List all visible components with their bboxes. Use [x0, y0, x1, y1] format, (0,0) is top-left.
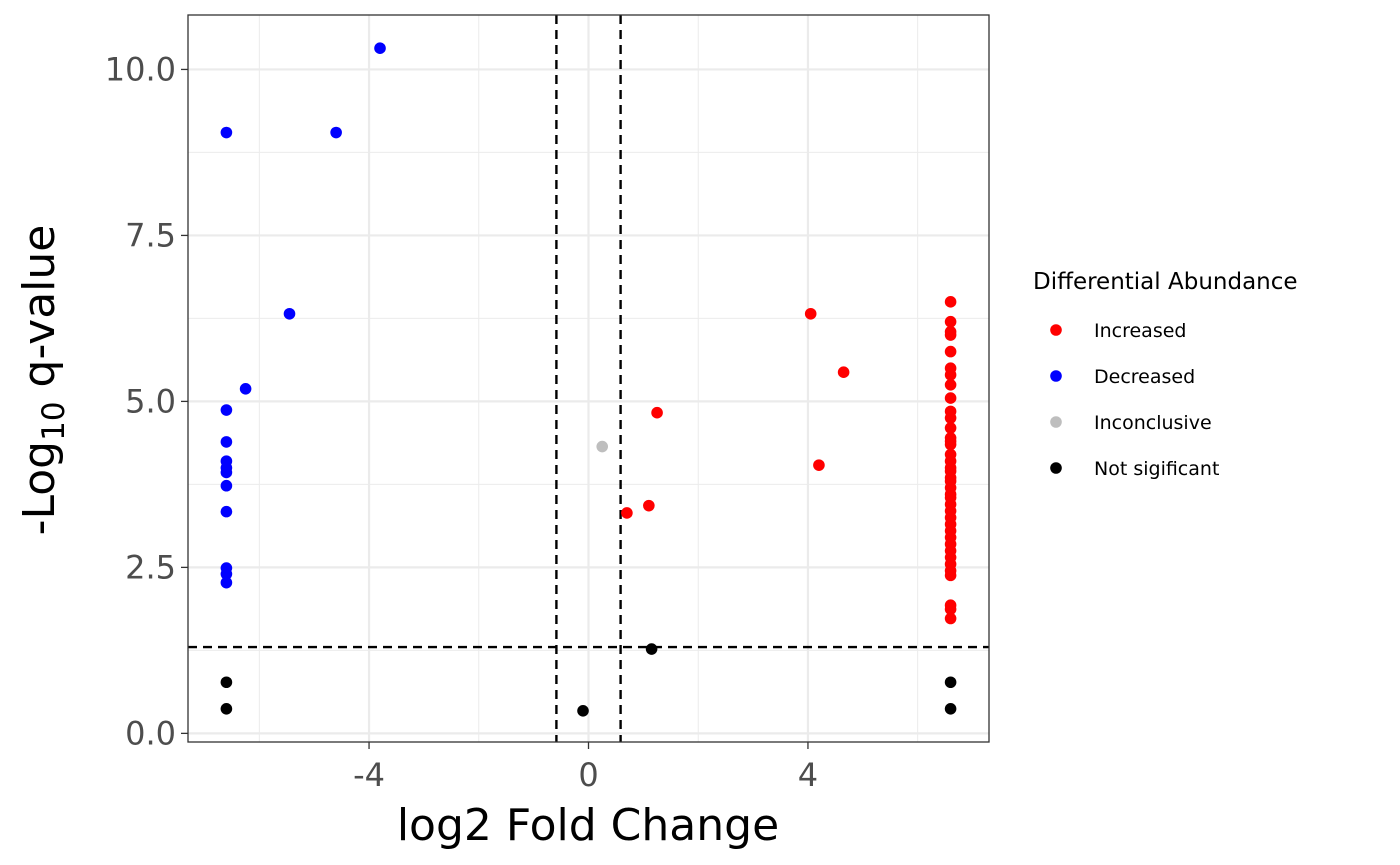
legend-title: Differential Abundance — [1033, 269, 1298, 295]
data-point — [596, 440, 609, 453]
y-axis: 0.0 2.5 5.0 7.5 10.0 — [105, 50, 188, 752]
data-point — [944, 369, 957, 381]
y-tick-label: 2.5 — [125, 548, 176, 586]
y-tick-label: 5.0 — [125, 382, 176, 420]
data-point — [837, 366, 850, 378]
data-point — [220, 436, 233, 448]
legend-label: Decreased — [1094, 366, 1195, 388]
x-axis-ticks: -4 0 4 — [353, 742, 818, 794]
x-tick-label: 0 — [578, 756, 598, 794]
y-axis-title-suffix: q-value — [14, 225, 65, 402]
data-point — [220, 126, 233, 139]
data-point — [283, 307, 296, 320]
data-point — [944, 392, 957, 404]
plot-panel — [187, 14, 990, 743]
legend-label: Increased — [1094, 320, 1186, 342]
y-tick-label: 10.0 — [105, 50, 176, 88]
y-axis-title-prefix: -Log — [14, 441, 65, 535]
legend-items: Increased Decreased Inconclusive Not sigifi… — [1050, 320, 1219, 480]
legend-key — [1050, 370, 1062, 382]
data-point — [577, 704, 589, 717]
data-point — [944, 345, 957, 358]
data-point — [374, 42, 386, 54]
data-point — [944, 569, 957, 582]
data-point — [944, 412, 957, 424]
data-point — [944, 329, 957, 341]
y-axis-ticks: 0.0 2.5 5.0 7.5 10.0 — [105, 50, 188, 752]
y-axis-title: -Log10 q-value — [14, 225, 72, 536]
data-point — [239, 382, 252, 395]
data-point — [621, 507, 633, 519]
data-point — [220, 479, 233, 492]
data-point — [220, 676, 233, 689]
x-axis-title: log2 Fold Change — [397, 800, 779, 851]
data-point — [804, 307, 817, 320]
x-axis: -4 0 4 — [353, 742, 818, 794]
data-point — [944, 603, 957, 616]
data-point — [220, 466, 233, 479]
major-gridlines — [188, 15, 989, 742]
data-point — [944, 438, 957, 451]
y-tick-label: 0.0 — [125, 714, 176, 752]
data-point — [944, 315, 957, 328]
data-point — [645, 643, 658, 655]
data-point — [220, 703, 233, 715]
data-point — [944, 296, 957, 308]
data-point — [813, 459, 825, 471]
x-tick-label: 4 — [798, 756, 818, 794]
data-point — [643, 499, 655, 512]
legend-label: Inconclusive — [1094, 412, 1212, 434]
y-axis-title-subscript: 10 — [36, 401, 72, 440]
legend-label: Not sigificant — [1094, 458, 1219, 480]
data-point — [220, 404, 233, 416]
legend-key — [1050, 416, 1062, 428]
data-point — [220, 568, 233, 580]
legend-key — [1050, 462, 1062, 474]
data-point — [944, 676, 957, 689]
threshold-lines — [188, 15, 989, 742]
data-point — [651, 406, 663, 419]
y-tick-label: 7.5 — [125, 216, 176, 254]
data-point — [220, 505, 233, 518]
data-points — [220, 42, 957, 717]
data-point — [220, 576, 233, 589]
legend-key — [1050, 324, 1062, 336]
legend: Differential Abundance Increased Decrease… — [1033, 269, 1298, 480]
data-point — [330, 126, 342, 139]
data-point — [944, 703, 957, 715]
data-point — [944, 422, 957, 434]
x-tick-label: -4 — [353, 756, 385, 794]
data-point — [944, 612, 957, 625]
data-point — [944, 379, 957, 391]
